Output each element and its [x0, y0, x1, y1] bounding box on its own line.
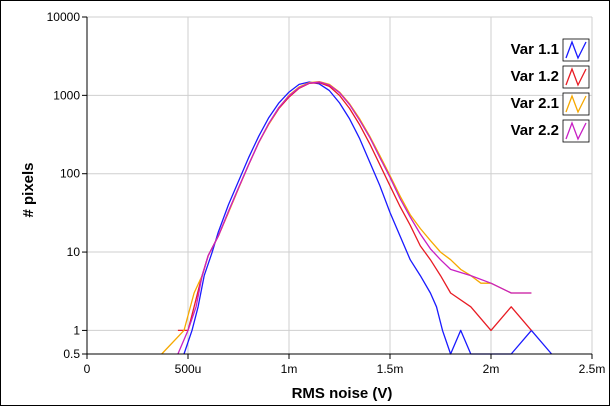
series-line-4 [177, 81, 532, 355]
y-tick-label-3: 100 [60, 167, 80, 181]
y-axis-title: # pixels [20, 162, 37, 217]
legend-swatch-3 [565, 94, 587, 114]
y-tick-label-4: 1000 [53, 88, 80, 102]
legend-swatch-2 [565, 67, 587, 87]
x-tick-label-4: 2m [483, 362, 500, 376]
y-tick-label-5: 10000 [47, 10, 81, 24]
legend-label-2: Var 1.2 [511, 68, 559, 85]
y-tick-label-1: 1 [73, 323, 80, 337]
x-tick-label-2: 1m [281, 362, 298, 376]
legend-swatch-box-2 [562, 65, 590, 89]
y-tick-label-0: 0.5 [63, 347, 80, 361]
x-tick-label-5: 2.5m [579, 362, 606, 376]
legend-swatch-box-4 [562, 119, 590, 143]
x-tick-label-1: 500u [175, 362, 202, 376]
legend-swatch-1 [565, 40, 587, 60]
legend: Var 1.1 Var 1.2 Var 2.1 Var 2.2 [511, 38, 590, 143]
x-tick-label-3: 1.5m [377, 362, 404, 376]
legend-label-3: Var 2.1 [511, 95, 559, 112]
legend-swatch-box-1 [562, 38, 590, 62]
legend-label-1: Var 1.1 [511, 41, 559, 58]
legend-label-4: Var 2.2 [511, 122, 559, 139]
series-line-1 [183, 81, 553, 355]
axes: 0 500u 1m 1.5m 2m 2.5m 0.5 1 10 100 1000 10000 [47, 10, 606, 376]
x-tick-label-0: 0 [84, 362, 91, 376]
legend-swatch-box-3 [562, 92, 590, 116]
legend-swatch-4 [565, 121, 587, 141]
plot-series [161, 80, 553, 355]
y-tick-label-2: 10 [67, 245, 81, 259]
x-axis-title: RMS noise (V) [292, 385, 393, 402]
